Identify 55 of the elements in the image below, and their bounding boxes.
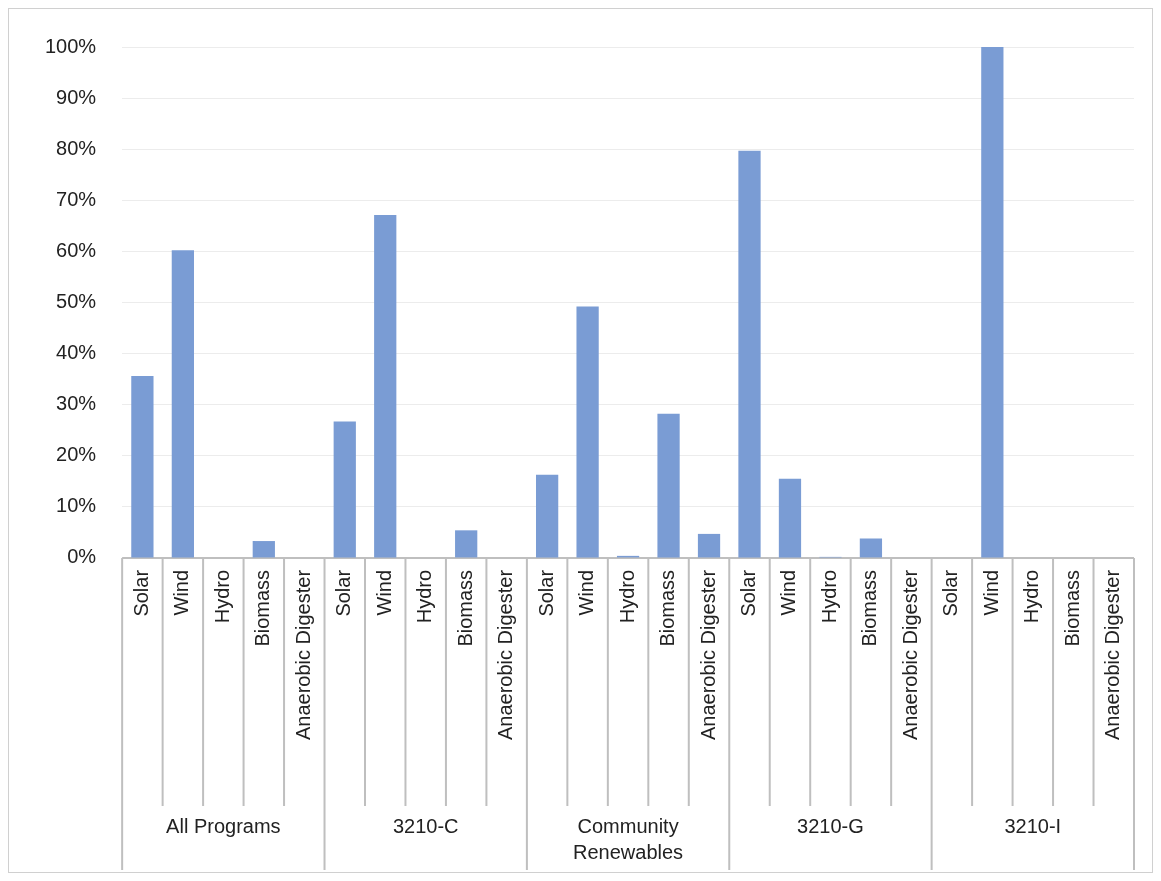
x-tick-label: Hydro — [413, 569, 436, 624]
bar — [131, 376, 154, 558]
x-tick-label: Biomass — [1060, 569, 1083, 647]
y-tick-label: 100% — [45, 34, 97, 57]
x-tick-label: Solar — [737, 569, 760, 617]
bar — [536, 474, 559, 558]
y-tick-label: 60% — [56, 238, 97, 261]
x-tick-label: Hydro — [615, 569, 638, 624]
text: 3210-I — [1004, 815, 1062, 838]
bar — [455, 530, 478, 558]
y-tick-label: 70% — [56, 187, 97, 210]
bar — [859, 538, 883, 558]
bar — [657, 413, 680, 558]
bar — [738, 150, 761, 558]
x-tick-label: Solar — [129, 569, 152, 617]
bar — [981, 47, 1004, 558]
x-tick-label: Wind — [979, 569, 1002, 616]
y-tick-label: 50% — [56, 289, 97, 312]
x-tick-label: Anaerobic Digester — [494, 569, 517, 741]
x-tick-label: Wind — [575, 569, 598, 616]
bar — [778, 478, 802, 558]
y-tick-label: 40% — [56, 341, 97, 364]
bar — [333, 421, 356, 558]
x-tick-label: Wind — [777, 569, 800, 616]
x-tick-label: Biomass — [858, 569, 881, 647]
x-tick-label: Wind — [170, 569, 193, 616]
bar — [171, 250, 194, 558]
bar — [252, 541, 275, 558]
y-tick-label: 80% — [56, 136, 97, 159]
x-tick-label: Anaerobic Digester — [898, 569, 921, 741]
y-tick-label: 90% — [56, 85, 97, 108]
y-tick-label: 30% — [56, 392, 97, 415]
y-tick-label: 0% — [67, 545, 97, 568]
text: All Programs — [166, 815, 281, 838]
y-tick-label: 10% — [56, 494, 97, 517]
x-tick-label: Hydro — [210, 569, 233, 624]
x-tick-label: Hydro — [1020, 569, 1043, 624]
x-tick-label: Biomass — [656, 569, 679, 647]
text: 3210-C — [392, 815, 459, 838]
y-tick-label: 20% — [56, 443, 97, 466]
x-tick-label: Solar — [534, 569, 557, 617]
x-tick-label: Biomass — [453, 569, 476, 647]
x-tick-label: Wind — [372, 569, 395, 616]
bar — [374, 215, 397, 558]
x-tick-label: Solar — [332, 569, 355, 617]
text: 3210-G — [797, 815, 864, 838]
x-tick-label: Biomass — [251, 569, 274, 647]
x-tick-label: Anaerobic Digester — [1101, 569, 1124, 741]
x-tick-label: Solar — [939, 569, 962, 617]
bar — [576, 306, 599, 558]
bar — [697, 533, 721, 558]
x-tick-label: Hydro — [817, 569, 840, 624]
x-tick-label: Anaerobic Digester — [291, 569, 314, 741]
text: Community Renewables — [573, 815, 684, 864]
x-tick-label: Anaerobic Digester — [696, 569, 719, 741]
